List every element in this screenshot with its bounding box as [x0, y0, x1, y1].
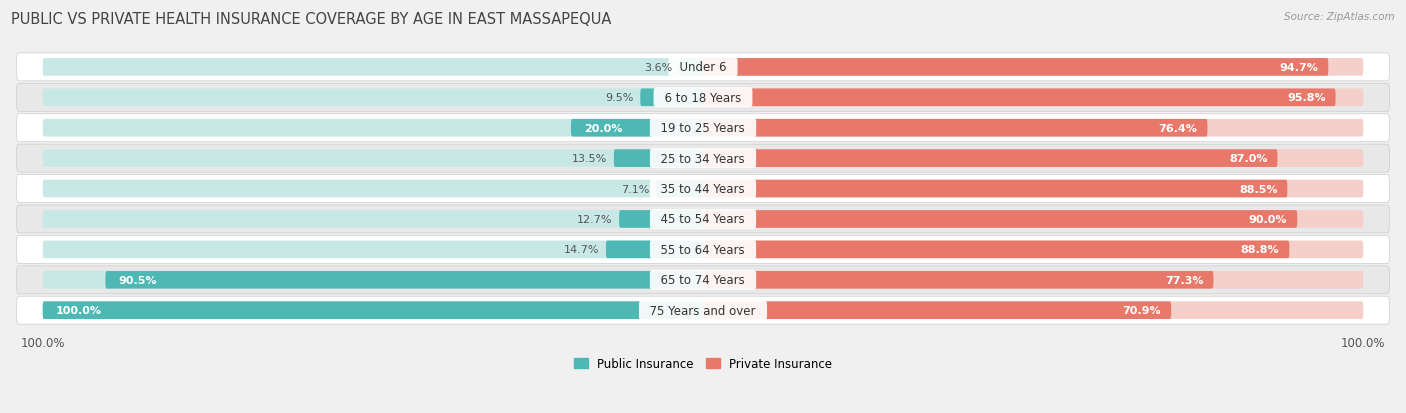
FancyBboxPatch shape — [42, 211, 703, 228]
Text: 94.7%: 94.7% — [1279, 63, 1319, 73]
FancyBboxPatch shape — [42, 271, 703, 289]
FancyBboxPatch shape — [17, 236, 1389, 264]
FancyBboxPatch shape — [703, 150, 1278, 168]
FancyBboxPatch shape — [17, 84, 1389, 112]
FancyBboxPatch shape — [42, 89, 703, 107]
FancyBboxPatch shape — [703, 59, 1364, 76]
FancyBboxPatch shape — [703, 271, 1364, 289]
Text: 87.0%: 87.0% — [1229, 154, 1268, 164]
FancyBboxPatch shape — [42, 301, 703, 319]
FancyBboxPatch shape — [703, 211, 1298, 228]
Text: PUBLIC VS PRIVATE HEALTH INSURANCE COVERAGE BY AGE IN EAST MASSAPEQUA: PUBLIC VS PRIVATE HEALTH INSURANCE COVER… — [11, 12, 612, 27]
FancyBboxPatch shape — [619, 211, 703, 228]
Text: 100.0%: 100.0% — [56, 306, 101, 316]
FancyBboxPatch shape — [17, 54, 1389, 82]
FancyBboxPatch shape — [17, 297, 1389, 324]
FancyBboxPatch shape — [703, 301, 1171, 319]
Text: 13.5%: 13.5% — [572, 154, 607, 164]
Text: 9.5%: 9.5% — [606, 93, 634, 103]
FancyBboxPatch shape — [703, 180, 1364, 198]
FancyBboxPatch shape — [571, 120, 703, 137]
FancyBboxPatch shape — [42, 241, 703, 259]
FancyBboxPatch shape — [703, 301, 1364, 319]
FancyBboxPatch shape — [105, 271, 703, 289]
Text: 20.0%: 20.0% — [583, 123, 623, 133]
Text: 45 to 54 Years: 45 to 54 Years — [654, 213, 752, 226]
Text: 12.7%: 12.7% — [576, 214, 613, 224]
FancyBboxPatch shape — [17, 266, 1389, 294]
Text: Source: ZipAtlas.com: Source: ZipAtlas.com — [1284, 12, 1395, 22]
Text: 88.8%: 88.8% — [1241, 245, 1279, 255]
Text: 55 to 64 Years: 55 to 64 Years — [654, 243, 752, 256]
FancyBboxPatch shape — [606, 241, 703, 259]
FancyBboxPatch shape — [42, 120, 703, 137]
FancyBboxPatch shape — [703, 241, 1289, 259]
FancyBboxPatch shape — [703, 180, 1288, 198]
Text: Under 6: Under 6 — [672, 61, 734, 74]
FancyBboxPatch shape — [17, 175, 1389, 203]
FancyBboxPatch shape — [17, 114, 1389, 142]
FancyBboxPatch shape — [657, 180, 703, 198]
FancyBboxPatch shape — [17, 145, 1389, 173]
FancyBboxPatch shape — [42, 301, 703, 319]
FancyBboxPatch shape — [703, 211, 1364, 228]
Text: 77.3%: 77.3% — [1166, 275, 1204, 285]
FancyBboxPatch shape — [17, 205, 1389, 233]
Text: 76.4%: 76.4% — [1159, 123, 1198, 133]
Text: 88.5%: 88.5% — [1239, 184, 1278, 194]
FancyBboxPatch shape — [703, 120, 1364, 137]
FancyBboxPatch shape — [703, 89, 1364, 107]
FancyBboxPatch shape — [614, 150, 703, 168]
FancyBboxPatch shape — [703, 59, 1329, 76]
Text: 6 to 18 Years: 6 to 18 Years — [657, 92, 749, 104]
FancyBboxPatch shape — [703, 120, 1208, 137]
FancyBboxPatch shape — [703, 241, 1364, 259]
Text: 7.1%: 7.1% — [621, 184, 650, 194]
Text: 25 to 34 Years: 25 to 34 Years — [654, 152, 752, 165]
Text: 14.7%: 14.7% — [564, 245, 599, 255]
Text: 90.0%: 90.0% — [1249, 214, 1288, 224]
Text: 65 to 74 Years: 65 to 74 Years — [654, 274, 752, 287]
Text: 75 Years and over: 75 Years and over — [643, 304, 763, 317]
FancyBboxPatch shape — [42, 59, 703, 76]
Text: 95.8%: 95.8% — [1286, 93, 1326, 103]
Text: 35 to 44 Years: 35 to 44 Years — [654, 183, 752, 196]
Legend: Public Insurance, Private Insurance: Public Insurance, Private Insurance — [569, 353, 837, 375]
FancyBboxPatch shape — [703, 271, 1213, 289]
FancyBboxPatch shape — [703, 89, 1336, 107]
FancyBboxPatch shape — [42, 180, 703, 198]
FancyBboxPatch shape — [703, 150, 1364, 168]
Text: 70.9%: 70.9% — [1122, 306, 1161, 316]
FancyBboxPatch shape — [640, 89, 703, 107]
Text: 3.6%: 3.6% — [644, 63, 672, 73]
FancyBboxPatch shape — [42, 150, 703, 168]
FancyBboxPatch shape — [679, 59, 703, 76]
Text: 19 to 25 Years: 19 to 25 Years — [654, 122, 752, 135]
Text: 90.5%: 90.5% — [118, 275, 157, 285]
